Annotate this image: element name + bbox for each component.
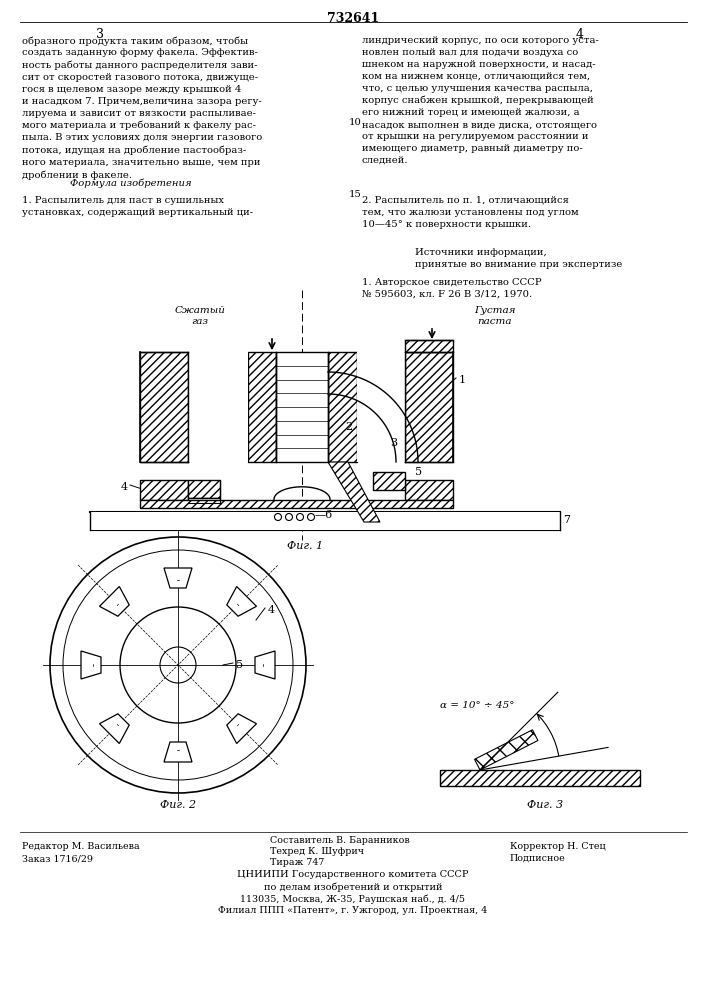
Polygon shape xyxy=(227,587,257,616)
Text: Филиал ППП «Патент», г. Ужгород, ул. Проектная, 4: Филиал ППП «Патент», г. Ужгород, ул. Про… xyxy=(218,906,488,915)
Bar xyxy=(248,352,276,462)
Text: Подписное: Подписное xyxy=(510,854,566,863)
Bar xyxy=(140,500,453,508)
Text: 2: 2 xyxy=(345,422,352,432)
Bar xyxy=(440,770,640,786)
Bar xyxy=(405,352,453,462)
Text: 1. Распылитель для паст в сушильных
установках, содержащий вертикальный ци-: 1. Распылитель для паст в сушильных уста… xyxy=(22,196,253,217)
Text: Фиг. 3: Фиг. 3 xyxy=(527,800,563,810)
Bar xyxy=(276,352,328,462)
Text: Формула изобретения: Формула изобретения xyxy=(70,178,192,188)
Text: Корректор Н. Стец: Корректор Н. Стец xyxy=(510,842,606,851)
Text: Редактор М. Васильева: Редактор М. Васильева xyxy=(22,842,139,851)
Text: 3: 3 xyxy=(390,438,397,448)
Text: ЦНИИПИ Государственного комитета СССР: ЦНИИПИ Государственного комитета СССР xyxy=(238,870,469,879)
Polygon shape xyxy=(474,730,538,770)
Text: 113035, Москва, Ж-35, Раушская наб., д. 4/5: 113035, Москва, Ж-35, Раушская наб., д. … xyxy=(240,894,465,904)
Text: Фиг. 2: Фиг. 2 xyxy=(160,800,196,810)
Bar xyxy=(188,480,220,498)
Bar xyxy=(405,480,453,500)
Text: Заказ 1716/29: Заказ 1716/29 xyxy=(22,854,93,863)
Bar xyxy=(140,480,188,500)
Text: 4: 4 xyxy=(576,28,584,41)
Text: 1: 1 xyxy=(459,375,466,385)
Text: 4: 4 xyxy=(121,482,128,492)
Polygon shape xyxy=(164,742,192,762)
Text: 1. Авторское свидетельство СССР
№ 595603, кл. F 26 В 3/12, 1970.: 1. Авторское свидетельство СССР № 595603… xyxy=(362,278,542,299)
Text: Сжатый
газ: Сжатый газ xyxy=(175,306,226,326)
Text: 3: 3 xyxy=(96,28,104,41)
Polygon shape xyxy=(100,714,129,743)
Text: 4: 4 xyxy=(268,605,275,615)
Text: Фиг. 1: Фиг. 1 xyxy=(287,541,323,551)
Bar xyxy=(373,472,405,490)
Text: по делам изобретений и открытий: по делам изобретений и открытий xyxy=(264,882,443,892)
Text: Тираж 747: Тираж 747 xyxy=(270,858,325,867)
Text: 15: 15 xyxy=(349,190,362,199)
Polygon shape xyxy=(227,714,257,743)
Text: —6: —6 xyxy=(315,510,333,520)
Polygon shape xyxy=(255,651,275,679)
Bar xyxy=(188,498,220,503)
Polygon shape xyxy=(328,462,380,522)
Text: 5: 5 xyxy=(236,660,243,670)
Polygon shape xyxy=(100,587,129,616)
Text: α = 10° ÷ 45°: α = 10° ÷ 45° xyxy=(440,700,515,710)
Text: 2. Распылитель по п. 1, отличающийся
тем, что жалюзи установлены под углом
10—45: 2. Распылитель по п. 1, отличающийся тем… xyxy=(362,196,578,229)
Bar xyxy=(188,352,248,462)
Text: 5: 5 xyxy=(415,467,422,477)
Bar xyxy=(140,352,188,462)
Polygon shape xyxy=(81,651,101,679)
Text: Густая
паста: Густая паста xyxy=(474,306,515,326)
Text: Источники информации,
принятые во внимание при экспертизе: Источники информации, принятые во вниман… xyxy=(415,248,622,269)
Text: Составитель В. Баранников: Составитель В. Баранников xyxy=(270,836,410,845)
Text: Техред К. Шуфрич: Техред К. Шуфрич xyxy=(270,847,364,856)
Bar xyxy=(328,352,357,462)
Text: 10: 10 xyxy=(349,118,362,127)
Bar xyxy=(357,352,405,462)
Bar xyxy=(90,512,560,530)
Text: линдрический корпус, по оси которого уста-
новлен полый вал для подачи воздуха с: линдрический корпус, по оси которого уст… xyxy=(362,36,599,165)
Text: 7: 7 xyxy=(563,515,570,525)
Text: 732641: 732641 xyxy=(327,12,379,25)
Text: образного продукта таким образом, чтобы
создать заданную форму факела. Эффектив-: образного продукта таким образом, чтобы … xyxy=(22,36,262,180)
Polygon shape xyxy=(164,568,192,588)
Bar xyxy=(405,340,453,352)
